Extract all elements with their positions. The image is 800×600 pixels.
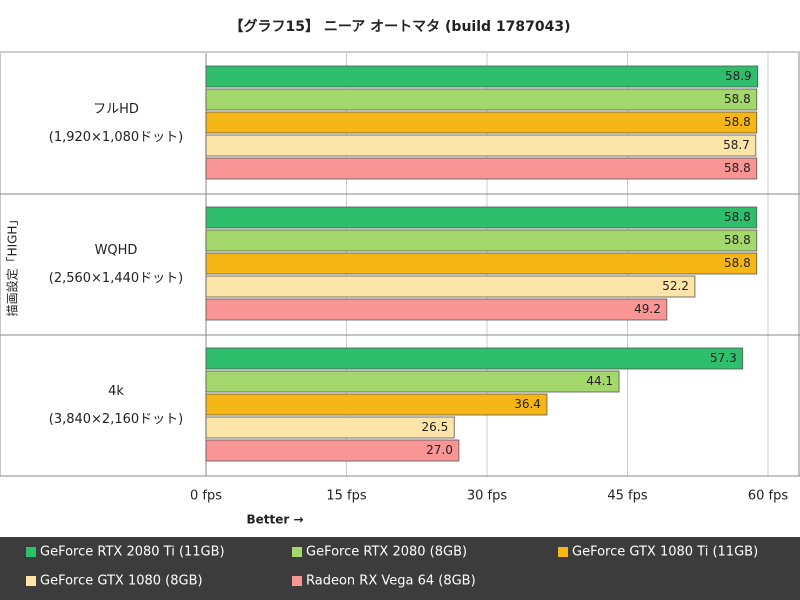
value-label: 58.8 [724, 92, 751, 106]
value-label: 26.5 [421, 420, 448, 434]
bar [205, 206, 758, 229]
legend-label: GeForce RTX 2080 (8GB) [306, 545, 467, 560]
bar [205, 229, 758, 252]
x-tick-label: 0 fps [190, 489, 222, 504]
value-label: 49.2 [634, 302, 661, 316]
bar [205, 393, 548, 416]
x-tick-label: 45 fps [607, 489, 648, 504]
value-label: 58.8 [724, 161, 751, 175]
legend-swatch [26, 547, 36, 557]
legend-swatch [26, 576, 36, 586]
value-label: 58.8 [724, 256, 751, 270]
bar [205, 416, 455, 439]
bar [205, 111, 758, 134]
bar [205, 439, 460, 462]
value-label: 58.8 [724, 115, 751, 129]
value-label: 57.3 [710, 351, 737, 365]
x-tick-label: 30 fps [467, 489, 508, 504]
bar [205, 370, 620, 393]
category-label: WQHD [95, 243, 138, 258]
category-label: フルHD [93, 102, 139, 117]
y-axis-title: 描画設定「HIGH」 [5, 214, 20, 317]
value-label: 58.9 [725, 69, 752, 83]
legend-label: Radeon RX Vega 64 (8GB) [306, 574, 476, 589]
bar [205, 157, 758, 180]
category-sublabel: (3,840×2,160ドット) [49, 412, 183, 427]
value-label: 58.7 [723, 138, 750, 152]
value-label: 58.8 [724, 210, 751, 224]
x-tick-label: 60 fps [748, 489, 789, 504]
bar [205, 347, 744, 370]
legend-label: GeForce GTX 1080 (8GB) [40, 574, 203, 589]
category-sublabel: (2,560×1,440ドット) [49, 271, 183, 286]
bar [205, 275, 696, 298]
x-axis-note: Better → [246, 513, 303, 527]
bar [205, 252, 758, 275]
bar [205, 88, 758, 111]
category-label: 4k [108, 384, 124, 399]
bar [205, 298, 668, 321]
legend-label: GeForce GTX 1080 Ti (11GB) [572, 545, 758, 560]
value-label: 52.2 [662, 279, 689, 293]
category-sublabel: (1,920×1,080ドット) [49, 130, 183, 145]
bar [205, 65, 759, 88]
legend-swatch [292, 576, 302, 586]
legend-label: GeForce RTX 2080 Ti (11GB) [40, 545, 225, 560]
legend-box [0, 537, 800, 600]
legend-swatch [292, 547, 302, 557]
value-label: 27.0 [426, 443, 453, 457]
x-tick-label: 15 fps [326, 489, 367, 504]
value-label: 44.1 [586, 374, 613, 388]
chart-title: 【グラフ15】 ニーア オートマタ (build 1787043) [229, 18, 570, 35]
value-label: 36.4 [514, 397, 541, 411]
legend-swatch [558, 547, 568, 557]
value-label: 58.8 [724, 233, 751, 247]
bar [205, 134, 757, 157]
